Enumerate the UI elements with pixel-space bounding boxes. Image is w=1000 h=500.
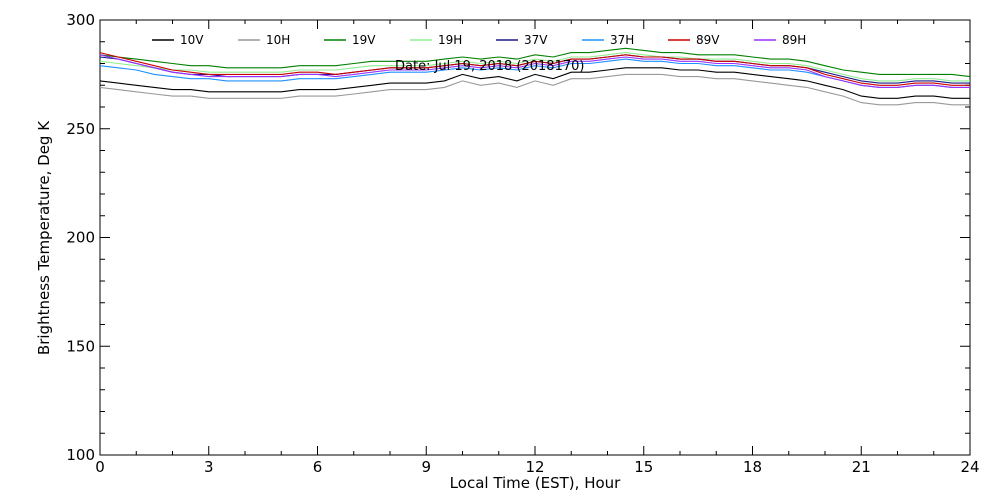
y-tick-label: 100 xyxy=(66,446,95,464)
legend-label-37h: 37H xyxy=(610,33,634,47)
x-tick-label: 15 xyxy=(634,458,653,476)
x-tick-label: 21 xyxy=(852,458,871,476)
x-tick-label: 9 xyxy=(421,458,431,476)
legend-label-89h: 89H xyxy=(782,33,806,47)
axis-tick-labels: 0 3 6 9 12 15 18 21 24 100 150 200 250 300 xyxy=(66,11,979,476)
series-line-19h xyxy=(99,52,970,82)
x-tick-label: 12 xyxy=(525,458,544,476)
legend-label-37v: 37V xyxy=(524,33,548,47)
legend-label-89v: 89V xyxy=(696,33,720,47)
axis-ticks xyxy=(99,19,971,456)
y-tick-label: 200 xyxy=(66,229,95,247)
series-line-89h xyxy=(99,54,970,88)
y-tick-label: 150 xyxy=(66,337,95,355)
x-tick-label: 3 xyxy=(204,458,214,476)
series-line-10v xyxy=(99,67,970,99)
date-annotation: Date: Jul 19, 2018 (2018170) xyxy=(395,59,584,74)
y-tick-label: 300 xyxy=(66,11,95,29)
x-axis-title: Local Time (EST), Hour xyxy=(450,474,621,492)
x-tick-label: 24 xyxy=(960,458,979,476)
legend: 10V 10H 19V 19H 37V 37H 89V 89H xyxy=(152,33,806,47)
y-axis-title: Brightness Temperature, Deg K xyxy=(35,120,53,355)
y-tick-label: 250 xyxy=(66,120,95,138)
series-line-89v xyxy=(99,52,970,86)
legend-label-10v: 10V xyxy=(180,33,204,47)
x-tick-label: 0 xyxy=(95,458,105,476)
legend-label-19h: 19H xyxy=(438,33,462,47)
series-lines xyxy=(99,47,971,106)
legend-label-19v: 19V xyxy=(352,33,376,47)
plot-frame xyxy=(99,19,971,456)
x-tick-label: 18 xyxy=(743,458,762,476)
x-tick-label: 6 xyxy=(313,458,323,476)
series-line-19v xyxy=(99,47,971,78)
series-line-10h xyxy=(99,73,970,106)
legend-label-10h: 10H xyxy=(266,33,290,47)
